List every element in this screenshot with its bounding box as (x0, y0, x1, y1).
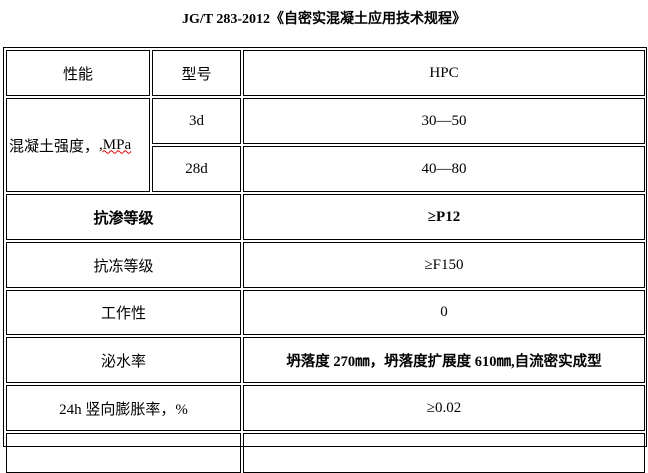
document-title: JG/T 283-2012《自密实混凝土应用技术规程》 (181, 12, 467, 27)
strength-label-text: 混凝土强度， (9, 138, 100, 155)
frost-resistance-value: ≥F150 (243, 242, 645, 288)
vertical-expansion-label: 24h 竖向膨胀率，% (6, 385, 241, 431)
vertical-expansion-value: ≥0.02 (243, 385, 645, 431)
workability-label: 工作性 (6, 290, 241, 335)
strength-age-28d: 28d (152, 146, 241, 192)
next-row-value (243, 433, 645, 473)
frost-resistance-label: 抗冻等级 (6, 242, 241, 288)
strength-age-3d: 3d (152, 98, 241, 144)
bleeding-rate-label: 泌水率 (6, 337, 241, 383)
next-row-label (6, 433, 241, 473)
header-hpc: HPC (243, 50, 645, 96)
strength-value-28d: 40—80 (243, 146, 645, 192)
strength-value-3d: 30—50 (243, 98, 645, 144)
impermeability-value: ≥P12 (243, 194, 645, 240)
strength-unit: ,MPa (99, 136, 132, 153)
impermeability-label: 抗渗等级 (6, 194, 241, 240)
strength-label: 混凝土强度， ,MPa (6, 98, 150, 192)
workability-value: 0 (243, 290, 645, 335)
bleeding-rate-value: 坍落度 270㎜，坍落度扩展度 610㎜,自流密实成型 (243, 337, 645, 383)
header-type: 型号 (152, 50, 241, 96)
header-property: 性能 (6, 50, 150, 96)
